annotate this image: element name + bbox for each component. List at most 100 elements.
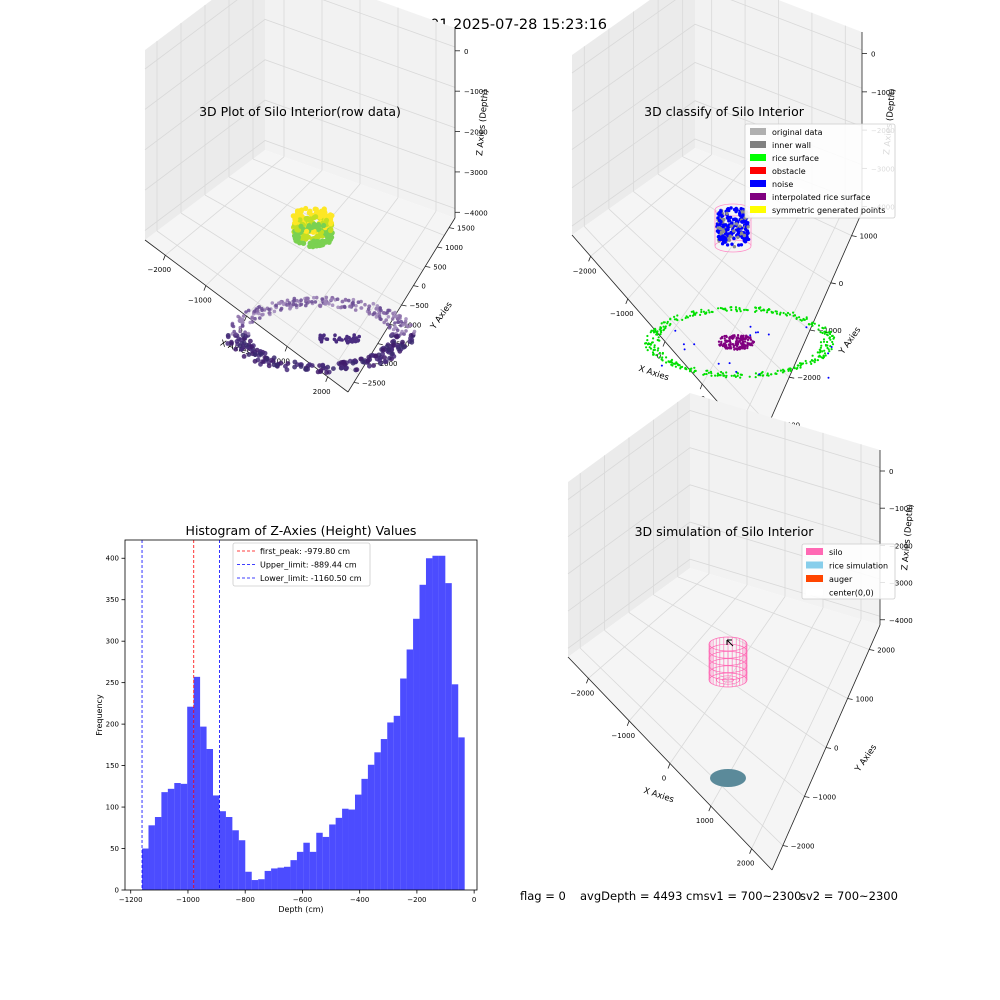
x-tick (325, 376, 329, 382)
histogram-bar (329, 824, 336, 890)
rice-surface-point (717, 307, 720, 310)
raw-data-point (306, 216, 312, 223)
rice-surface-point (729, 306, 732, 309)
raw-data-point (380, 351, 385, 357)
raw-data-point (400, 339, 405, 345)
wall-point (728, 215, 733, 220)
raw-data-point (279, 308, 283, 312)
rice-surface-point (648, 346, 651, 349)
rice-surface-point (722, 308, 725, 311)
raw-data-point (244, 342, 250, 348)
x-tick-label: −600 (293, 896, 312, 904)
histogram-bar (445, 583, 452, 890)
sv2-text: sv2 = 700~2300 (800, 889, 898, 903)
legend-label: symmetric generated points (772, 206, 885, 215)
z-gridline (571, 0, 863, 74)
interpolated-point (746, 344, 749, 347)
rice-surface-point (828, 336, 832, 339)
silo-ring (708, 672, 748, 688)
rice-surface-point (816, 359, 820, 362)
histogram-bar (271, 868, 278, 890)
x-tick (162, 255, 166, 261)
rice-surface-point (795, 367, 798, 370)
rice-simulation-disc (710, 769, 746, 787)
rice-surface-point (760, 309, 763, 312)
histogram-bar (296, 851, 304, 890)
rice-surface-point (768, 308, 771, 311)
rice-surface-point (669, 317, 672, 320)
rice-surface-point (826, 334, 829, 337)
raw-data-point (375, 304, 380, 308)
wall-point (738, 224, 742, 228)
legend-label: rice simulation (829, 562, 888, 571)
rice-surface-point (789, 369, 793, 372)
raw-data-point (246, 352, 252, 357)
raw-data-point (301, 234, 307, 240)
raw-data-point (266, 363, 272, 369)
wall-point (727, 236, 731, 241)
raw-data-point (327, 227, 334, 234)
histogram-bar (400, 678, 407, 890)
rice-surface-point (724, 308, 727, 311)
legend-swatch (750, 154, 766, 161)
z-gridline (567, 410, 881, 500)
x-tick (586, 678, 589, 684)
rice-surface-point (824, 326, 827, 329)
raw-data-point (255, 309, 260, 313)
rice-surface-point (736, 372, 740, 375)
rice-surface-point (710, 374, 713, 377)
raw-data-point (331, 366, 336, 371)
raw-data-point (327, 301, 331, 306)
rice-surface-point (711, 310, 714, 314)
rice-surface-point (667, 360, 670, 363)
histogram-bar (245, 871, 252, 890)
rice-surface-point (781, 368, 785, 371)
rice-surface-point (652, 329, 655, 333)
histogram-bar (367, 764, 375, 890)
raw-data-point (306, 223, 312, 229)
wall-point (739, 207, 743, 211)
raw-data-point (246, 331, 251, 336)
raw-data-point (382, 320, 387, 325)
noise-point (827, 376, 830, 379)
histogram-bar (458, 737, 465, 890)
histogram-bar (174, 783, 181, 890)
legend-swatch (750, 206, 766, 213)
legend-label: silo (829, 548, 843, 557)
x-axis-label: X Axies (642, 786, 675, 805)
interpolated-point (720, 336, 724, 340)
raw-data-point (334, 340, 339, 344)
noise-point (735, 370, 738, 373)
z-gridline (567, 447, 881, 538)
raw-data-point (252, 352, 258, 357)
noise-point (749, 325, 752, 328)
y-tick-label: 50 (110, 845, 119, 853)
histogram-bar (219, 811, 226, 890)
rice-surface-point (818, 351, 821, 354)
histogram-bar (380, 739, 388, 890)
z-tick-label: 0 (464, 48, 468, 56)
interpolated-point (732, 336, 735, 339)
raw-data-point (312, 206, 318, 212)
legend-swatch (806, 548, 823, 555)
legend-label: auger (829, 575, 853, 584)
noise-point (758, 373, 761, 376)
raw-data-point (328, 221, 334, 227)
rice-surface-point (829, 338, 832, 341)
raw-data-point (350, 360, 356, 366)
x-tick-label: 0 (662, 775, 666, 783)
histogram-bar (180, 783, 188, 890)
raw-data-point (233, 346, 239, 352)
raw-data-point (297, 217, 303, 223)
rice-surface-point (743, 308, 746, 311)
rice-surface-point (795, 317, 798, 320)
raw-data-point (304, 298, 308, 303)
classify-3d-plot: −2000−100001000200010000−1000−2000−30000… (571, 0, 898, 449)
rice-surface-point (705, 369, 708, 372)
interpolated-point (749, 338, 753, 341)
interpolated-point (746, 346, 749, 350)
interpolated-point (722, 344, 726, 347)
raw-data-point (320, 297, 325, 301)
rice-surface-point (823, 332, 826, 335)
wall-point (744, 221, 748, 226)
